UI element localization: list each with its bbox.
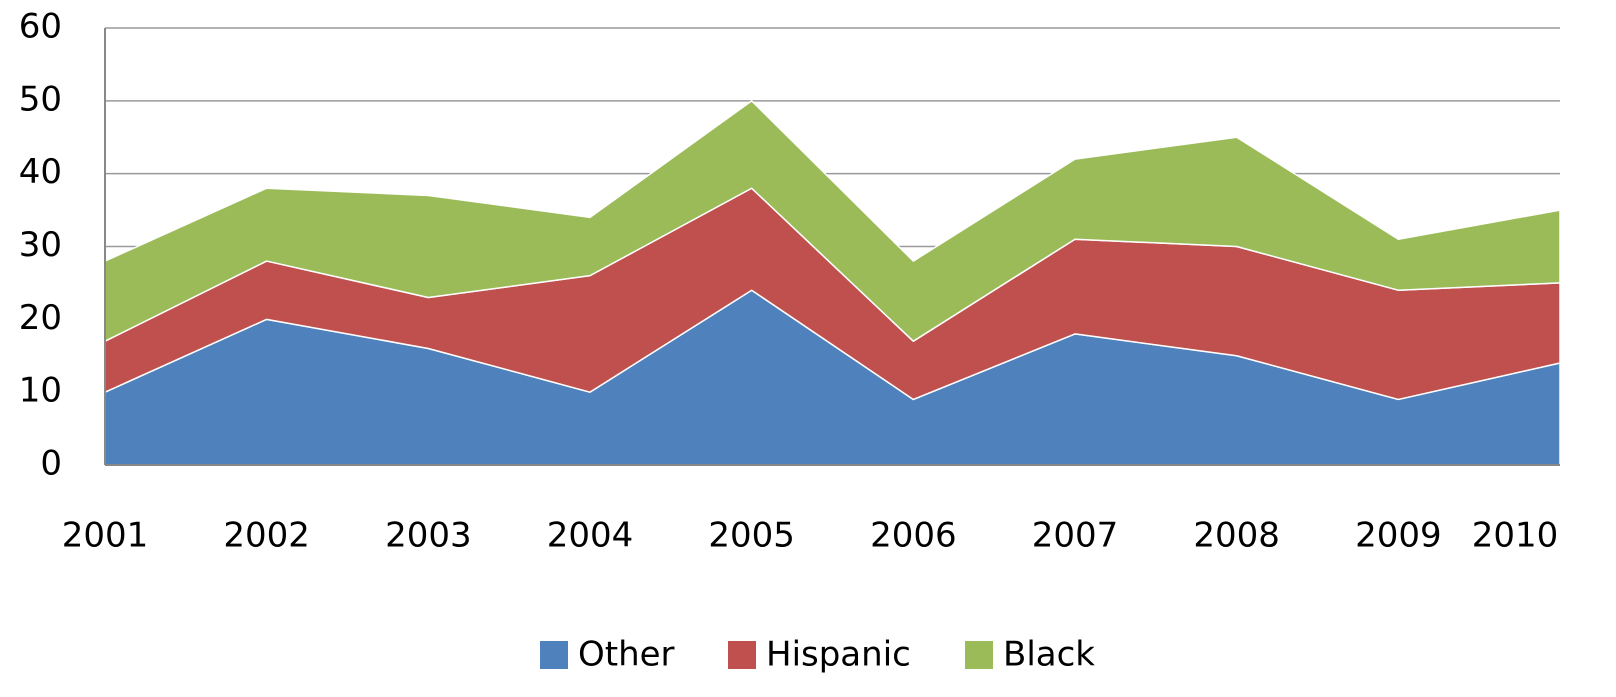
y-tick-label: 20 xyxy=(19,298,62,338)
x-tick-label: 2010 xyxy=(1472,516,1559,556)
y-tick-label: 40 xyxy=(19,152,62,192)
legend-label: Other xyxy=(578,635,675,675)
legend-label: Hispanic xyxy=(766,635,911,675)
x-tick-label: 2005 xyxy=(708,516,795,556)
y-tick-label: 30 xyxy=(19,225,62,265)
legend-swatch xyxy=(965,641,993,669)
y-tick-label: 0 xyxy=(40,444,62,484)
legend-label: Black xyxy=(1003,635,1095,675)
x-tick-label: 2006 xyxy=(870,516,957,556)
x-tick-label: 2007 xyxy=(1032,516,1119,556)
x-tick-label: 2008 xyxy=(1193,516,1280,556)
x-tick-label: 2001 xyxy=(62,516,149,556)
y-tick-label: 10 xyxy=(19,371,62,411)
x-tick-label: 2004 xyxy=(547,516,634,556)
area xyxy=(104,100,1561,342)
legend-swatch xyxy=(540,641,568,669)
x-tick-label: 2002 xyxy=(223,516,310,556)
y-tick-label: 50 xyxy=(19,79,62,119)
x-tick-label: 2003 xyxy=(385,516,472,556)
x-tick-label: 2009 xyxy=(1355,516,1442,556)
legend-swatch xyxy=(728,641,756,669)
y-tick-label: 60 xyxy=(19,7,62,47)
